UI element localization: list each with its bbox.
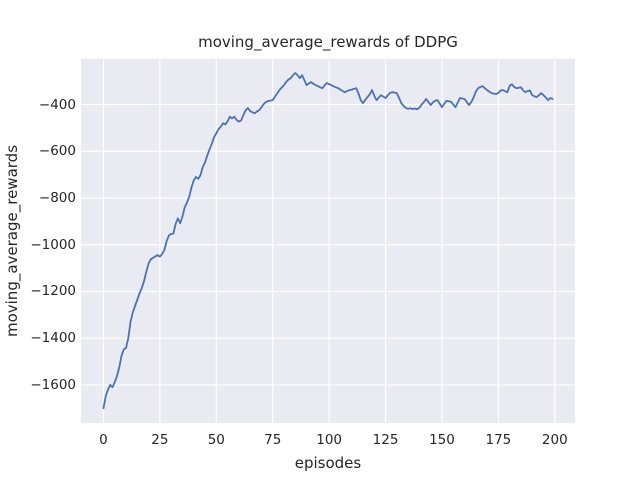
x-tick-label: 150 xyxy=(429,432,455,448)
y-tick-label: −1600 xyxy=(30,376,76,393)
x-tick-label: 75 xyxy=(264,432,282,448)
x-tick-label: 0 xyxy=(99,432,108,448)
x-tick-label: 50 xyxy=(207,432,225,448)
x-axis-label: episodes xyxy=(294,454,362,472)
x-tick-label: 100 xyxy=(316,432,343,448)
x-tick-label: 200 xyxy=(541,432,568,448)
y-tick-label: −1000 xyxy=(30,236,76,253)
plot-area xyxy=(81,59,575,423)
y-tick-label: −600 xyxy=(38,143,76,160)
plot-canvas xyxy=(81,59,575,423)
y-tick-label: −1400 xyxy=(30,330,76,347)
x-tick-label: 125 xyxy=(372,432,399,448)
x-tick-label: 25 xyxy=(151,432,169,448)
y-tick-label: −1200 xyxy=(30,283,76,300)
y-tick-label: −800 xyxy=(38,190,76,206)
reward-line xyxy=(102,72,554,410)
x-tick-label: 175 xyxy=(485,432,512,448)
y-tick-label: −400 xyxy=(38,96,76,113)
chart-title: moving_average_rewards of DDPG xyxy=(198,33,458,51)
